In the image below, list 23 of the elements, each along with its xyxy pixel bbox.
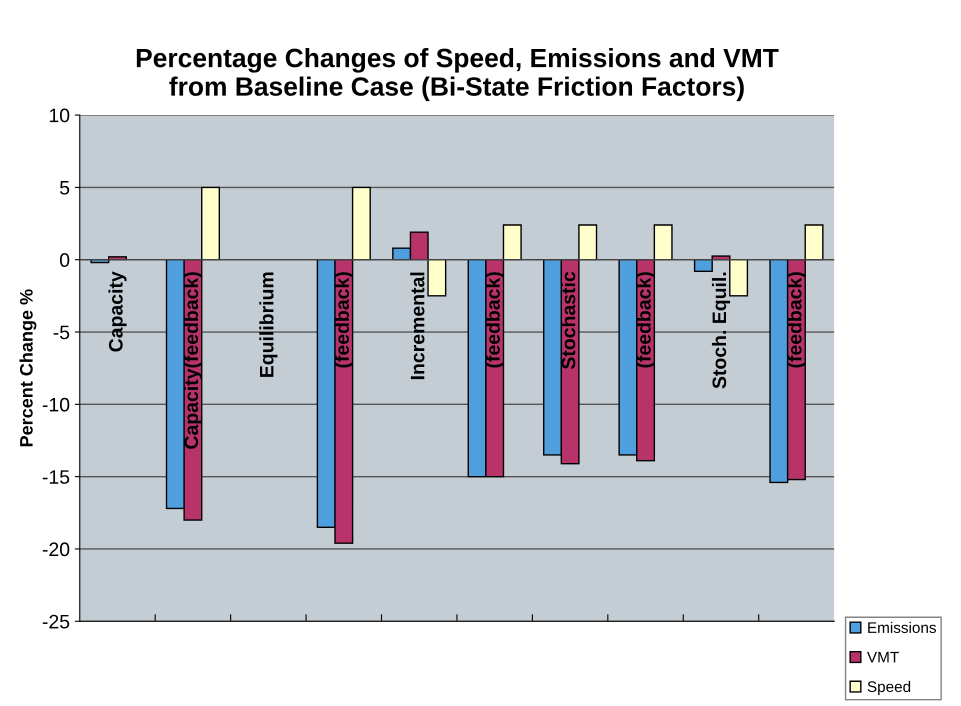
x-tick-label: Stoch. Equil. xyxy=(712,272,730,388)
y-tick-label: 0 xyxy=(60,253,70,267)
y-tick-label: -25 xyxy=(42,614,70,629)
chart-title: Percentage Changes of Speed, Emissions and VMT from Baseline Case (Bi-State Friction Factors) xyxy=(136,48,779,102)
y-tick-label: -15 xyxy=(42,470,70,484)
y-tick-label: -10 xyxy=(42,398,70,412)
y-axis-title: Percent Change % xyxy=(19,289,36,446)
x-tick-label: Capacity(feedback) xyxy=(184,272,202,449)
x-tick-label: Stochastic xyxy=(561,272,576,370)
y-tick-label: 5 xyxy=(60,181,70,195)
y-tick-label: 10 xyxy=(50,108,70,122)
x-tick-label: Capacity xyxy=(108,271,127,352)
legend-label: Emissions xyxy=(868,622,936,634)
legend-label: Speed xyxy=(868,680,910,696)
x-tick-label: Incremental xyxy=(410,272,424,380)
y-tick-label: -5 xyxy=(54,326,70,340)
legend-label: VMT xyxy=(867,652,899,662)
x-tick-label: (feedback) xyxy=(334,272,353,368)
x-tick-label: (feedback) xyxy=(787,272,806,368)
x-tick-label: Equilibrium xyxy=(259,272,278,377)
x-tick-label: (feedback) xyxy=(636,272,655,368)
x-tick-label: (feedback) xyxy=(486,272,504,368)
y-tick-label: -20 xyxy=(42,542,70,556)
